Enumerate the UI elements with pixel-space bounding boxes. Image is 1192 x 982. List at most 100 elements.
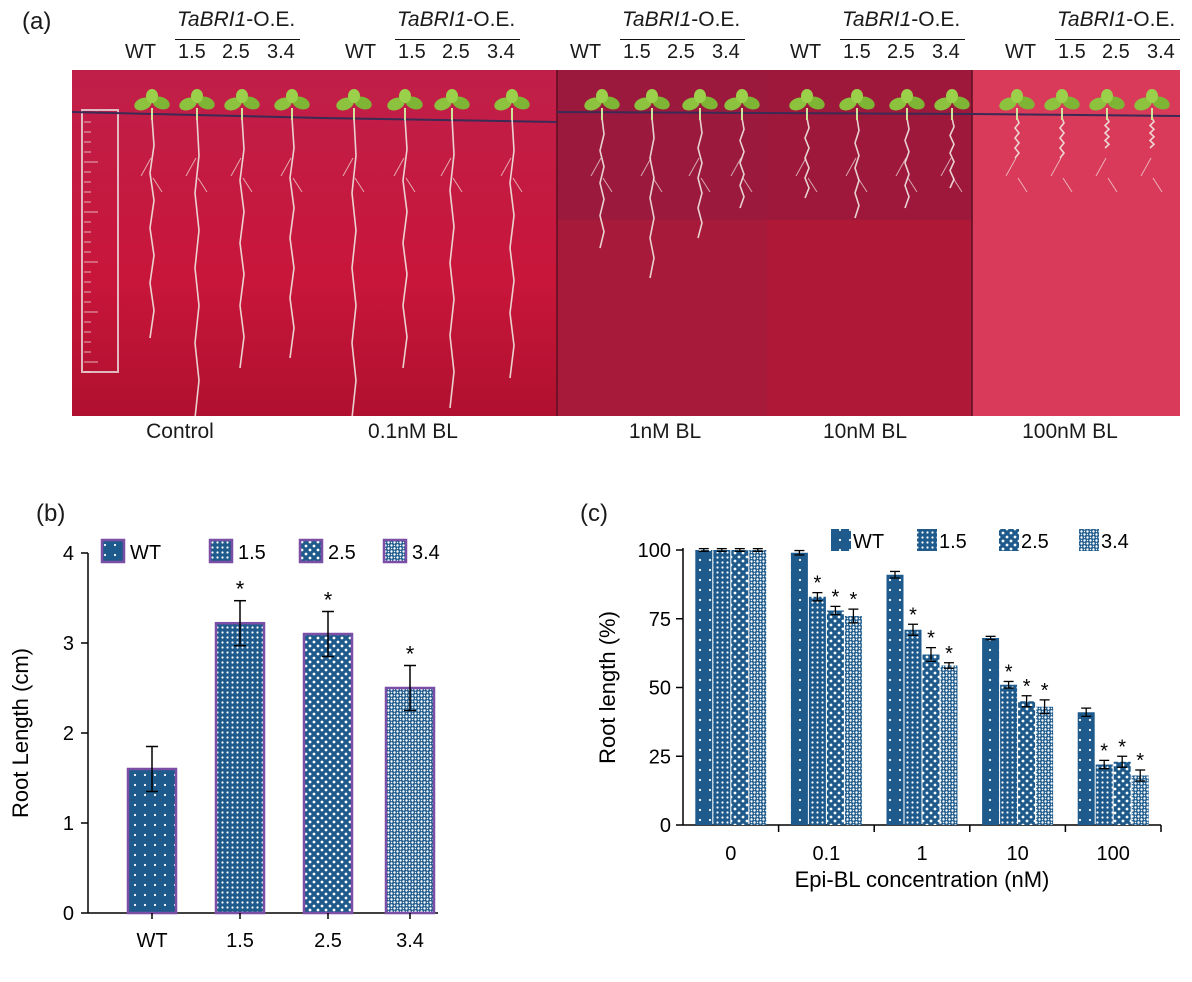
bar [713, 550, 731, 825]
treatment-label: 0.1nM BL [368, 420, 458, 443]
legend-label: 2.5 [328, 542, 356, 564]
error-bar [985, 635, 996, 641]
y-tick-label: 3 [63, 633, 74, 655]
legend-item: 1.5 [917, 529, 967, 553]
legend-item: 3.4 [1079, 529, 1129, 553]
legend-swatch [208, 538, 234, 564]
treatment-label: Control [146, 420, 214, 443]
overexpression-bracket-line [395, 39, 520, 40]
overexpression-bracket-line [1055, 39, 1180, 40]
error-bar [890, 570, 900, 579]
significance-marker: * [909, 604, 917, 626]
y-tick-label: 50 [649, 678, 671, 700]
legend-swatch [1079, 529, 1099, 551]
error-bar [944, 662, 954, 669]
chart-c-svg: 0 25 50 75 100 Root length (%) 0 0.1 * * * 1 * * * 10 * *… [595, 529, 1162, 892]
error-bar [848, 608, 859, 624]
seedling [724, 89, 760, 209]
y-tick-label: 4 [63, 543, 74, 565]
seedling [789, 89, 825, 199]
error-bar [926, 646, 936, 663]
gene-suffix: -O.E. [1126, 8, 1176, 31]
agar-plate [72, 70, 557, 416]
bar [1113, 761, 1131, 825]
bar [982, 638, 1000, 825]
gene-name: TaBRI1 [177, 8, 247, 31]
bar [1018, 701, 1036, 825]
seedling [839, 89, 875, 219]
significance-marker: * [850, 589, 858, 611]
chart-b: 0 1 2 3 4 Root Length (cm) WT * 1.5 * 2.5 * 3.4 WT 1.5… [0, 520, 470, 980]
x-tick-label: 100 [1097, 843, 1130, 865]
genotype-label: 3.4 [1147, 41, 1175, 63]
error-bar [1081, 707, 1092, 718]
overexpression-label: TaBRI1-O.E. [177, 8, 295, 32]
error-bar [908, 623, 918, 636]
bar [790, 552, 808, 825]
legend-label: 1.5 [939, 531, 967, 553]
significance-marker: * [324, 588, 333, 613]
seedling [889, 89, 925, 209]
legend-swatch [917, 529, 937, 551]
overexpression-bracket-line [175, 39, 300, 40]
bar [844, 616, 862, 825]
seedling [434, 89, 470, 409]
genotype-label: WT [345, 41, 377, 63]
bar [886, 574, 904, 825]
seedling [179, 89, 215, 419]
genotype-label: 2.5 [667, 41, 695, 63]
genotype-label: 1.5 [398, 41, 426, 63]
significance-marker: * [1100, 740, 1108, 762]
bar [922, 654, 940, 825]
bar [808, 596, 826, 825]
seedling [999, 89, 1035, 193]
error-bar [812, 591, 823, 602]
significance-marker: * [1041, 680, 1049, 702]
error-bar [716, 547, 727, 553]
seedling [634, 89, 670, 279]
bar [749, 550, 767, 825]
significance-marker: * [945, 643, 953, 665]
significance-marker: * [1136, 750, 1144, 772]
error-bar [234, 599, 246, 647]
y-axis-title: Root length (%) [595, 611, 620, 764]
genotype-label: 1.5 [843, 41, 871, 63]
error-bar [734, 547, 745, 553]
panel-a-label: (a) [22, 8, 52, 35]
seedling [1044, 89, 1080, 193]
gene-suffix: -O.E. [466, 8, 516, 31]
seedling [584, 89, 620, 249]
bar [904, 629, 922, 825]
x-axis-title: Epi-BL concentration (nM) [795, 867, 1050, 892]
panel-b-label: (b) [36, 500, 66, 527]
seedling [387, 89, 423, 369]
x-tick-label: 0 [725, 843, 736, 865]
bar [826, 610, 844, 825]
error-bar [322, 610, 334, 658]
genotype-header-group: TaBRI1-O.E. WT 1.5 2.5 3.4 [1005, 8, 1180, 66]
bar [1095, 764, 1113, 825]
x-tick-label: 3.4 [396, 930, 424, 952]
error-bar [1039, 699, 1050, 715]
x-tick-label: 10 [1006, 843, 1028, 865]
genotype-header-group: TaBRI1-O.E. WT 1.5 2.5 3.4 [790, 8, 965, 66]
bar [1131, 775, 1149, 825]
gene-name: TaBRI1 [397, 8, 467, 31]
seedling [494, 89, 530, 379]
significance-marker: * [832, 586, 840, 608]
y-tick-label: 25 [649, 746, 671, 768]
genotype-label: 2.5 [1102, 41, 1130, 63]
bar [384, 686, 436, 915]
panel-c-label: (c) [580, 500, 608, 527]
bar [1077, 712, 1095, 825]
x-tick-label: 1 [916, 843, 927, 865]
significance-marker: * [1005, 661, 1013, 683]
genotype-header-group: TaBRI1-O.E. WT 1.5 2.5 3.4 [345, 8, 520, 66]
gene-suffix: -O.E. [246, 8, 296, 31]
genotype-label: 3.4 [487, 41, 515, 63]
y-axis-title: Root Length (cm) [8, 648, 33, 818]
seedling [336, 89, 372, 419]
genotype-label: 3.4 [267, 41, 295, 63]
y-tick-label: 2 [63, 723, 74, 745]
seedling [682, 89, 718, 239]
